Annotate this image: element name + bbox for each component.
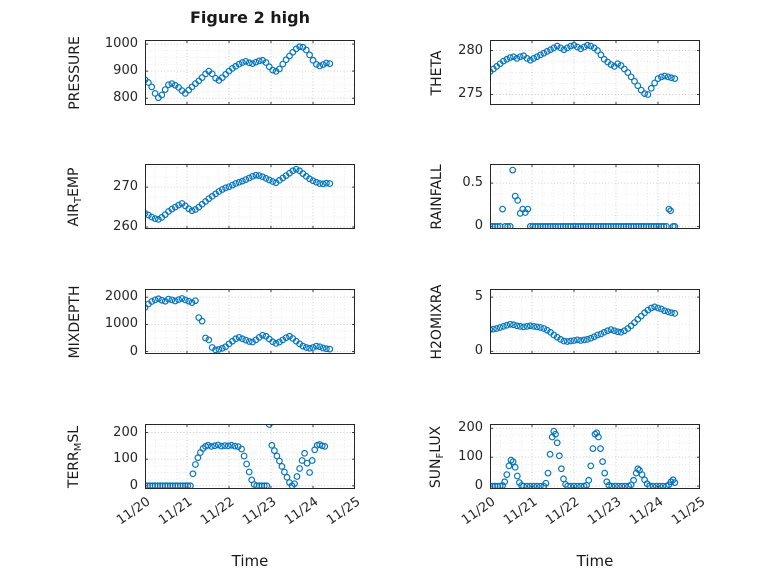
axes-border <box>145 424 355 489</box>
y-tick-label: 5 <box>474 289 483 305</box>
grid-lines <box>145 40 355 105</box>
y-axis-label-text: AIR <box>66 202 82 226</box>
plot-area <box>145 424 355 489</box>
scatter-series <box>490 41 679 98</box>
axes-border <box>490 289 700 354</box>
x-tick-label: 11/20 <box>114 494 154 529</box>
scatter-series <box>145 424 329 489</box>
y-axis-label: H2OMIXRA <box>429 284 445 359</box>
grid-lines <box>490 40 700 105</box>
x-tick-label: 11/25 <box>669 494 709 529</box>
x-tick-label: 11/25 <box>324 494 364 529</box>
y-axis-label-subscript: M <box>73 442 84 451</box>
axes-border <box>490 424 700 489</box>
y-axis-label: TERRMSL <box>66 425 84 487</box>
y-axis-label-text: H2OMIXRA <box>429 284 445 359</box>
y-axis-label: THETA <box>429 50 445 95</box>
subplot-h2omixra: 0 5 H2OMIXRA <box>429 284 700 359</box>
y-tick-label: 800 <box>113 90 138 106</box>
grid-lines <box>490 164 700 229</box>
y-axis-label-text: TERR <box>66 450 82 488</box>
y-axis-label: MIXDEPTH <box>67 285 83 358</box>
y-axis-label: PRESSURE <box>67 36 83 110</box>
y-tick-label: 100 <box>458 449 483 465</box>
y-tick-label: 260 <box>113 219 138 234</box>
y-axis-label-text: SUN <box>428 458 444 488</box>
y-axis-label: SUNFLUX <box>428 425 446 487</box>
y-axis-label-subscript: T <box>73 196 84 203</box>
axes-border <box>490 40 700 105</box>
axes-border <box>145 164 355 229</box>
subplot-pressure: 800 900 1000 PRESSURE <box>67 36 355 109</box>
x-tick-label: 11/24 <box>282 494 322 529</box>
y-tick-label: 200 <box>458 420 483 436</box>
y-axis-label-text: SL <box>66 425 82 443</box>
y-tick-label: 1000 <box>104 36 138 52</box>
y-tick-label: 200 <box>113 424 138 440</box>
axes-border <box>145 40 355 105</box>
y-tick-label: 2000 <box>104 289 138 305</box>
scatter-series <box>145 295 334 354</box>
plot-area <box>490 289 700 354</box>
plot-area <box>490 424 700 489</box>
y-tick-label: 0 <box>129 477 138 493</box>
y-axis-label-text: LUX <box>428 425 444 453</box>
grid-lines <box>145 164 355 229</box>
y-tick-label: 0 <box>474 478 483 494</box>
y-axis-label-text: EMP <box>66 167 82 197</box>
x-tick-label: 11/22 <box>543 494 583 529</box>
subplot-mixdepth: 0 1000 2000 MIXDEPTH <box>67 285 355 359</box>
x-tick-label: 11/22 <box>198 494 238 529</box>
y-tick-label: 0.5 <box>462 175 483 191</box>
scatter-series <box>490 303 679 345</box>
y-tick-label: 100 <box>113 451 138 467</box>
x-axis-label-left: Time <box>231 552 269 570</box>
figure-title: Figure 2 high <box>190 8 310 27</box>
plot-area <box>145 289 355 354</box>
y-tick-label: 270 <box>113 179 138 195</box>
grid-lines <box>145 289 355 354</box>
scatter-series <box>145 165 334 223</box>
scatter-series <box>145 43 334 102</box>
y-tick-label: 900 <box>113 63 138 79</box>
y-tick-label: 1000 <box>104 316 138 332</box>
y-tick-label: 0 <box>129 343 138 359</box>
y-axis-label-text: PRESSURE <box>67 35 83 110</box>
scatter-series <box>490 427 679 489</box>
subplot-theta: 275 280 THETA <box>429 40 700 105</box>
y-axis-label: RAINFALL <box>429 164 445 229</box>
x-axis-label-right: Time <box>576 552 614 570</box>
y-axis-label: AIRTEMP <box>66 167 84 226</box>
subplot-sun-flux: 0 100 200 SUNFLUX 11/20 11/21 11/22 11/23 11/24 1… <box>428 420 708 528</box>
grid-lines <box>145 424 355 489</box>
plot-area <box>490 164 700 229</box>
plot-area <box>490 40 700 105</box>
axes-border <box>145 289 355 354</box>
y-axis-label-text: THETA <box>429 50 445 95</box>
plot-area <box>145 40 355 105</box>
x-tick-label: 11/23 <box>240 494 280 529</box>
grid-lines <box>490 424 700 489</box>
grid-lines <box>490 289 700 354</box>
x-tick-label: 11/21 <box>501 494 541 529</box>
subplot-terr-msl: 0 100 200 TERRMSL 11/20 11/21 11/22 11/23 11/24 1… <box>66 424 363 528</box>
y-tick-label: 0 <box>474 343 483 359</box>
y-axis-label-text: MIXDEPTH <box>67 285 83 358</box>
scatter-series <box>490 166 679 229</box>
y-tick-label: 280 <box>458 42 483 58</box>
y-tick-label: 0 <box>474 218 483 234</box>
x-tick-label: 11/20 <box>459 494 499 529</box>
x-tick-label: 11/21 <box>156 494 196 529</box>
subplot-rainfall: 0 0.5 RAINFALL <box>429 164 700 233</box>
x-tick-label: 11/24 <box>627 494 667 529</box>
x-tick-label: 11/23 <box>585 494 625 529</box>
plot-area <box>145 164 355 229</box>
subplot-air-temp: 260 270 AIRTEMP <box>66 164 355 234</box>
y-axis-label-text: RAINFALL <box>429 163 445 230</box>
y-tick-label: 275 <box>458 86 483 102</box>
axes-border <box>490 164 700 229</box>
